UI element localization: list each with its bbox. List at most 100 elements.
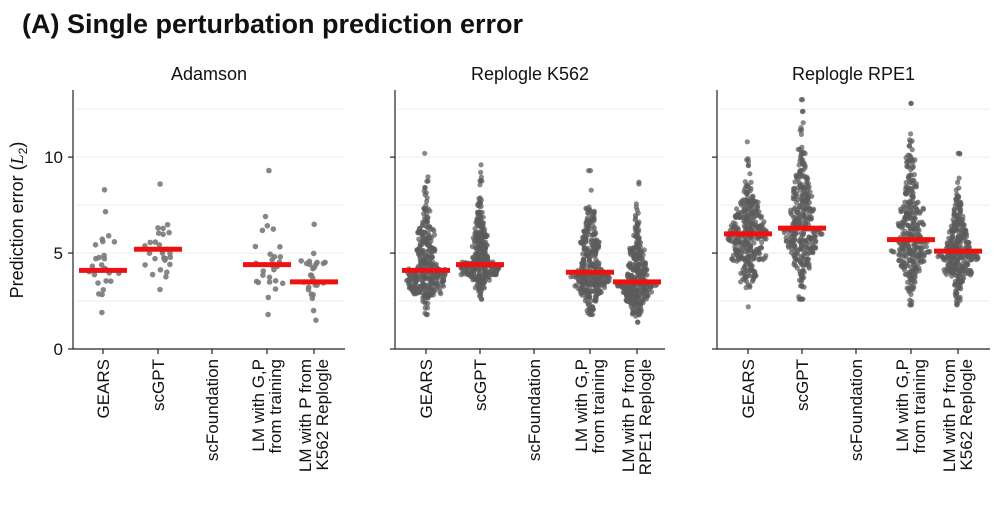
x-tick-label-line: LM with P from — [940, 359, 959, 472]
data-point — [798, 279, 805, 285]
data-point — [157, 267, 164, 273]
data-point — [798, 131, 805, 137]
data-point — [89, 263, 96, 270]
data-point — [800, 231, 807, 237]
data-point — [636, 181, 642, 187]
x-tick-label-line: scGPT — [471, 359, 490, 411]
data-point — [588, 187, 594, 193]
data-point — [272, 278, 279, 284]
data-point — [918, 249, 925, 255]
data-point — [753, 235, 759, 241]
data-point — [733, 237, 739, 243]
panel-title: Replogle K562 — [471, 64, 589, 84]
data-point — [580, 251, 586, 257]
data-point — [311, 264, 318, 271]
y-axis-label-text: Prediction error (L2) — [7, 142, 30, 299]
data-point — [798, 151, 804, 157]
data-point — [806, 234, 812, 240]
data-point — [741, 201, 747, 208]
data-point — [156, 242, 163, 248]
data-point — [643, 285, 650, 291]
data-point — [635, 235, 641, 241]
data-point — [785, 243, 791, 249]
data-point — [797, 158, 803, 164]
data-point — [475, 222, 481, 228]
x-tick-label-line: scFoundation — [525, 359, 544, 461]
data-point — [255, 279, 262, 286]
data-point — [795, 176, 801, 182]
data-point — [422, 207, 428, 213]
data-point — [587, 311, 593, 318]
x-tick-label: scGPT — [793, 359, 812, 411]
data-point — [807, 189, 813, 195]
data-point — [590, 278, 596, 284]
x-tick-label-line: from training — [589, 359, 608, 453]
data-point — [642, 260, 649, 266]
data-point — [160, 225, 166, 232]
x-tick-label-line: scGPT — [793, 359, 812, 411]
data-point — [804, 174, 810, 180]
data-point — [963, 244, 969, 250]
data-point — [422, 291, 428, 297]
data-point — [899, 208, 905, 214]
data-point — [102, 208, 109, 215]
panel-2: Replogle K562 GEARS scGPT scFoundation LM wi… — [390, 64, 665, 475]
data-point — [422, 215, 428, 221]
data-point — [794, 230, 800, 236]
data-point — [277, 244, 283, 250]
data-point — [640, 252, 646, 258]
data-point — [478, 169, 484, 175]
data-point — [902, 228, 908, 234]
data-point — [147, 239, 153, 246]
x-tick-label: scFoundation — [203, 359, 222, 461]
x-tick-label-line: GEARS — [417, 359, 436, 419]
x-tick-label: scFoundation — [525, 359, 544, 461]
x-tick-label: scGPT — [149, 359, 168, 411]
data-point — [103, 278, 109, 284]
x-tick-label: scGPT — [471, 359, 490, 411]
data-point — [954, 258, 960, 264]
data-point — [272, 286, 279, 292]
data-point — [759, 239, 765, 245]
data-point — [747, 171, 753, 177]
data-point — [572, 283, 578, 289]
data-point — [729, 256, 735, 262]
y-axis-label: Prediction error (L2) — [7, 142, 30, 299]
data-point — [108, 278, 114, 285]
data-point — [920, 206, 927, 212]
data-point — [913, 210, 919, 216]
data-point — [167, 261, 173, 268]
data-point — [262, 213, 269, 220]
data-point — [961, 229, 967, 235]
data-point — [954, 191, 960, 197]
data-point — [96, 254, 102, 261]
data-point — [422, 150, 428, 156]
data-point — [749, 217, 755, 223]
data-point — [267, 251, 274, 257]
data-point — [909, 298, 915, 305]
data-point — [270, 226, 277, 232]
data-point — [432, 232, 438, 238]
data-point — [305, 284, 312, 291]
data-point — [641, 247, 647, 253]
data-point — [581, 228, 587, 234]
data-point — [907, 137, 913, 143]
data-point — [629, 285, 635, 291]
data-point — [592, 244, 598, 250]
data-point — [896, 223, 902, 229]
data-point — [745, 189, 751, 195]
data-point — [279, 280, 286, 287]
data-point — [750, 197, 756, 203]
data-point — [425, 235, 431, 241]
data-point — [951, 211, 958, 217]
data-point — [905, 164, 911, 170]
data-point — [464, 269, 470, 275]
data-point — [946, 229, 953, 235]
data-point — [906, 143, 912, 149]
data-point — [598, 289, 604, 295]
data-point — [799, 144, 805, 150]
